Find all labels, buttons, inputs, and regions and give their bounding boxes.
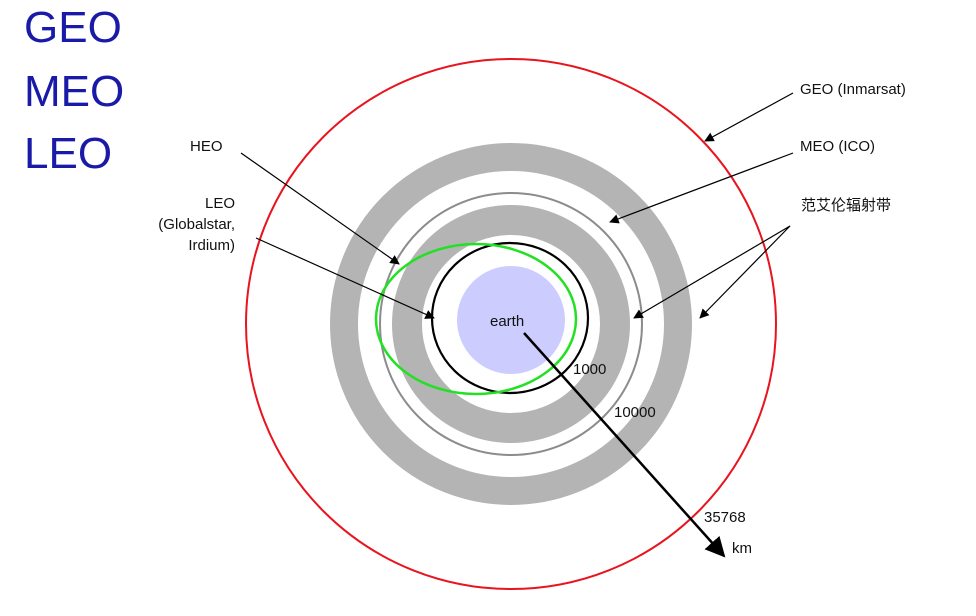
arrow-heo	[240, 152, 400, 265]
radius-arrow	[523, 332, 726, 558]
label-heo: HEO	[190, 138, 223, 155]
arrow-leo	[255, 237, 435, 319]
label-altitude-1000: 1000	[573, 361, 606, 378]
outer-radiation-belt	[330, 143, 692, 505]
arrow-belt-outer	[699, 225, 791, 319]
title-geo: GEO	[24, 3, 122, 52]
label-altitude-35768: 35768	[704, 509, 746, 526]
label-unit-km: km	[732, 540, 752, 557]
heo-orbit	[374, 242, 578, 396]
label-altitude-10000: 10000	[614, 404, 656, 421]
meo-orbit	[379, 192, 643, 456]
title-leo: LEO	[24, 129, 113, 178]
arrow-meo	[609, 152, 794, 224]
arrow-belt-inner	[633, 225, 791, 319]
label-leo-line1: LEO	[205, 195, 235, 212]
geo-orbit	[245, 58, 777, 590]
label-van-allen-belt: 范艾伦辐射带	[801, 196, 891, 214]
label-leo-line3: Irdium)	[188, 237, 235, 254]
label-geo: GEO (Inmarsat)	[800, 81, 906, 98]
label-meo: MEO (ICO)	[800, 138, 875, 155]
title-meo: MEO	[24, 67, 125, 116]
inner-radiation-belt	[392, 205, 630, 443]
label-leo-line2: (Globalstar,	[158, 216, 235, 233]
arrow-geo	[704, 92, 794, 142]
label-earth: earth	[490, 313, 524, 330]
